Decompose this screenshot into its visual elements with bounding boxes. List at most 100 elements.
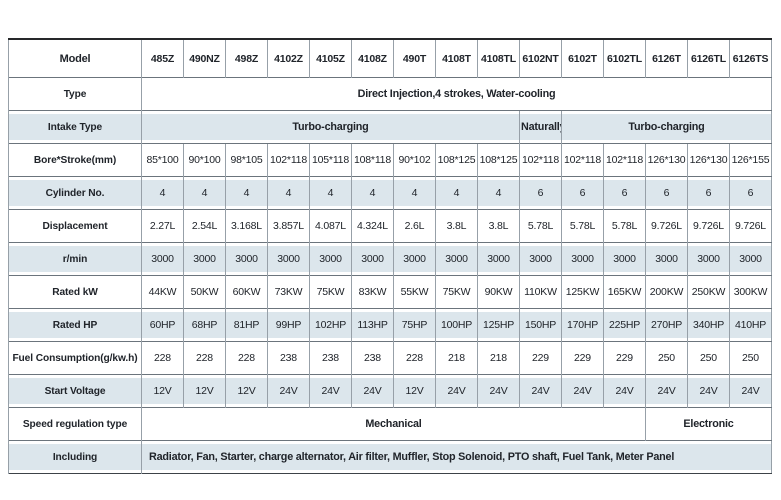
- spec-cell: 238: [267, 341, 310, 375]
- model-column-header-6102t: 6102T: [561, 39, 604, 78]
- spec-cell: 75KW: [435, 275, 478, 309]
- spec-cell: 250: [687, 341, 730, 375]
- spec-cell: 3.8L: [435, 209, 478, 243]
- spec-sheet: Model 485Z 490NZ 498Z 4102Z 4105Z 4108Z 490T 41…: [8, 38, 772, 474]
- spec-cell: 102*118: [519, 143, 562, 177]
- spec-cell: 108*125: [477, 143, 520, 177]
- spec-cell: 126*155: [729, 143, 772, 177]
- spec-cell: 250: [729, 341, 772, 375]
- spec-cell: 3000: [519, 242, 562, 276]
- spec-cell: 9.726L: [729, 209, 772, 243]
- model-column-header-4108tl: 4108TL: [477, 39, 520, 78]
- model-column-header-490nz: 490NZ: [183, 39, 226, 78]
- spec-cell: 6: [561, 176, 604, 210]
- spec-cell: 60KW: [225, 275, 268, 309]
- spec-cell: 6: [519, 176, 562, 210]
- spec-cell: 68HP: [183, 308, 226, 342]
- model-column-header-6126tl: 6126TL: [687, 39, 730, 78]
- spec-cell: 250KW: [687, 275, 730, 309]
- spec-cell: 125HP: [477, 308, 520, 342]
- spec-cell: 4: [267, 176, 310, 210]
- spec-row-start-voltage: Start Voltage 12V 12V 12V 24V 24V 24V 12V 24V 24V…: [8, 374, 772, 408]
- spec-row-intake-type: Intake Type Turbo-charging Naturally Turbo-…: [8, 110, 772, 144]
- spec-cell: 2.27L: [141, 209, 184, 243]
- spec-cell: 50KW: [183, 275, 226, 309]
- spec-cell: 3000: [183, 242, 226, 276]
- spec-cell: 6: [603, 176, 646, 210]
- spec-cell: 3000: [141, 242, 184, 276]
- spec-cell: 4: [435, 176, 478, 210]
- spec-row-including: Including Radiator, Fan, Starter, charge …: [8, 440, 772, 474]
- spec-cell: 250: [645, 341, 688, 375]
- spec-cell: 229: [519, 341, 562, 375]
- spec-cell: 99HP: [267, 308, 310, 342]
- spec-cell: 228: [183, 341, 226, 375]
- spec-cell: 55KW: [393, 275, 436, 309]
- spec-cell: 170HP: [561, 308, 604, 342]
- spec-cell: 410HP: [729, 308, 772, 342]
- spec-cell: 3000: [435, 242, 478, 276]
- spec-cell: 90*102: [393, 143, 436, 177]
- spec-cell: 81HP: [225, 308, 268, 342]
- spec-cell: 113HP: [351, 308, 394, 342]
- spec-cell: 225HP: [603, 308, 646, 342]
- spec-cell: 44KW: [141, 275, 184, 309]
- model-column-header-490t: 490T: [393, 39, 436, 78]
- spec-cell: 73KW: [267, 275, 310, 309]
- engine-spec-table: Model 485Z 490NZ 498Z 4102Z 4105Z 4108Z 490T 41…: [8, 38, 772, 474]
- row-label-bore-stroke-mm: Bore*Stroke(mm): [8, 143, 142, 177]
- spec-cell: 4: [141, 176, 184, 210]
- spec-cell: 4: [393, 176, 436, 210]
- spec-cell: 4: [351, 176, 394, 210]
- spec-cell: 5.78L: [603, 209, 646, 243]
- spec-cell: 126*130: [687, 143, 730, 177]
- model-column-header-4105z: 4105Z: [309, 39, 352, 78]
- row-label-cylinder-no: Cylinder No.: [8, 176, 142, 210]
- row-label-type: Type: [8, 77, 142, 111]
- spec-cell: 5.78L: [561, 209, 604, 243]
- spec-cell: 270HP: [645, 308, 688, 342]
- spec-cell: 3.857L: [267, 209, 310, 243]
- spec-cell: 4: [477, 176, 520, 210]
- model-header-label: Model: [8, 39, 142, 78]
- spec-cell: 4: [309, 176, 352, 210]
- row-label-including: Including: [8, 440, 142, 474]
- spec-cell: Radiator, Fan, Starter, charge alternato…: [141, 440, 772, 474]
- model-header-row: Model 485Z 490NZ 498Z 4102Z 4105Z 4108Z 490T 41…: [8, 39, 772, 78]
- spec-cell: 24V: [603, 374, 646, 408]
- spec-cell: 3.168L: [225, 209, 268, 243]
- spec-cell: 150HP: [519, 308, 562, 342]
- spec-cell: Turbo-charging: [141, 110, 520, 144]
- spec-cell: 85*100: [141, 143, 184, 177]
- spec-cell: 228: [141, 341, 184, 375]
- spec-cell: 24V: [435, 374, 478, 408]
- spec-row-rated-kw: Rated kW 44KW 50KW 60KW 73KW 75KW 83KW 55KW 75KW…: [8, 275, 772, 309]
- spec-cell: Turbo-charging: [561, 110, 772, 144]
- model-column-header-4108t: 4108T: [435, 39, 478, 78]
- spec-cell: 238: [309, 341, 352, 375]
- spec-cell: 340HP: [687, 308, 730, 342]
- model-column-header-6126t: 6126T: [645, 39, 688, 78]
- spec-cell: 9.726L: [687, 209, 730, 243]
- model-column-header-6102tl: 6102TL: [603, 39, 646, 78]
- spec-cell: 102*118: [267, 143, 310, 177]
- row-label-intake-type: Intake Type: [8, 110, 142, 144]
- spec-cell: 4.087L: [309, 209, 352, 243]
- spec-cell: 3000: [393, 242, 436, 276]
- spec-cell: 60HP: [141, 308, 184, 342]
- spec-row-displacement: Displacement 2.27L 2.54L 3.168L 3.857L 4.087L…: [8, 209, 772, 243]
- spec-cell: 75HP: [393, 308, 436, 342]
- model-column-header-485z: 485Z: [141, 39, 184, 78]
- model-column-header-4108z: 4108Z: [351, 39, 394, 78]
- spec-cell: 2.54L: [183, 209, 226, 243]
- spec-cell: 228: [225, 341, 268, 375]
- spec-cell: 24V: [645, 374, 688, 408]
- model-column-header-6102nt: 6102NT: [519, 39, 562, 78]
- spec-cell: 102HP: [309, 308, 352, 342]
- model-column-header-4102z: 4102Z: [267, 39, 310, 78]
- spec-cell: 75KW: [309, 275, 352, 309]
- model-column-header-6126ts: 6126TS: [729, 39, 772, 78]
- spec-cell: 200KW: [645, 275, 688, 309]
- spec-row-cylinder-no: Cylinder No. 4 4 4 4 4 4 4 4 4 6 6 6 6 6 6: [8, 176, 772, 210]
- spec-row-rated-hp: Rated HP 60HP 68HP 81HP 99HP 102HP 113HP 75HP 10…: [8, 308, 772, 342]
